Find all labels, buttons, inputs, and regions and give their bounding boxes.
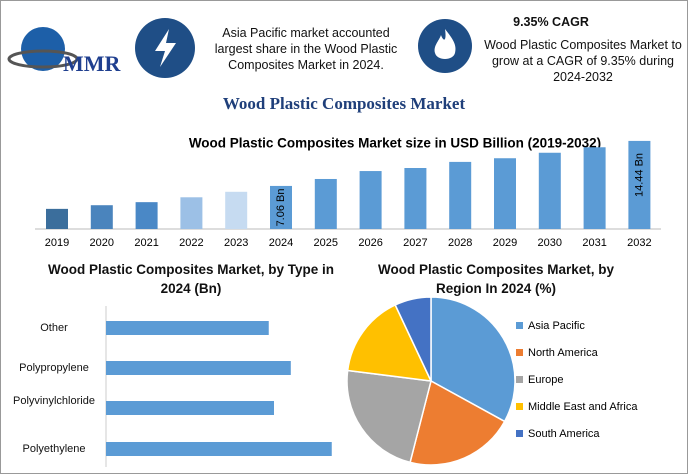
cagr-text: 9.35% CAGR	[513, 15, 589, 29]
bar	[106, 401, 274, 415]
y-tick-label: Other	[40, 322, 68, 334]
bar	[538, 152, 561, 229]
logo-text: MMR	[63, 51, 122, 76]
x-tick-label: 2032	[627, 237, 651, 249]
x-tick-label: 2021	[134, 237, 158, 249]
info-text: Asia Pacific market accounted largest sh…	[214, 26, 398, 72]
bar	[106, 361, 291, 375]
bar	[314, 178, 337, 229]
legend-label: North America	[528, 347, 599, 359]
bar	[106, 321, 269, 335]
x-tick-label: 2027	[403, 237, 427, 249]
pie-slice	[430, 296, 516, 423]
info-text: Wood Plastic Composites Market to grow a…	[484, 38, 682, 84]
bar	[628, 140, 651, 229]
pie-slice	[394, 296, 432, 382]
x-tick-label: 2029	[493, 237, 517, 249]
bar	[404, 168, 427, 229]
x-tick-label: 2031	[582, 237, 606, 249]
x-tick-label: 2028	[448, 237, 472, 249]
legend-label: Middle East and Africa	[528, 401, 638, 413]
pie-slice	[346, 369, 432, 464]
legend-swatch	[516, 349, 523, 356]
bar	[449, 161, 472, 229]
chart-title: Wood Plastic Composites Market size in U…	[189, 136, 601, 151]
x-tick-label: 2023	[224, 237, 248, 249]
pie-slice	[346, 303, 433, 382]
bar	[225, 191, 248, 229]
bar	[583, 147, 606, 229]
x-tick-label: 2030	[538, 237, 562, 249]
bar	[270, 185, 292, 229]
legend-label: Europe	[528, 374, 563, 386]
value-label: 14.44 Bn	[633, 153, 645, 197]
x-tick-label: 2020	[90, 237, 114, 249]
legend-swatch	[516, 430, 523, 437]
bar	[46, 208, 68, 229]
bar	[106, 442, 332, 456]
x-tick-label: 2024	[269, 237, 293, 249]
flame-icon	[434, 29, 456, 59]
pie-slice	[409, 379, 506, 466]
lightning-icon	[155, 29, 176, 67]
y-tick-label: Polyvinylchloride	[13, 395, 95, 407]
legend-swatch	[516, 403, 523, 410]
legend-label: South America	[528, 428, 600, 440]
legend-label: Asia Pacific	[528, 320, 585, 332]
bar	[135, 202, 158, 229]
legend-swatch	[516, 376, 523, 383]
logo-ring	[7, 49, 79, 69]
x-tick-label: 2019	[45, 237, 69, 249]
main-title: Wood Plastic Composites Market	[223, 94, 466, 113]
chart-title: Wood Plastic Composites Market, by Type …	[47, 262, 335, 296]
x-tick-label: 2022	[179, 237, 203, 249]
legend-swatch	[516, 322, 523, 329]
bar	[494, 158, 516, 229]
bar	[359, 171, 382, 229]
y-tick-label: Polypropylene	[19, 362, 89, 374]
value-label: 7.06 Bn	[275, 189, 287, 227]
logo-globe	[21, 27, 65, 71]
x-tick-label: 2025	[314, 237, 338, 249]
bar	[90, 205, 113, 229]
y-tick-label: Polyethylene	[22, 443, 86, 455]
bar	[180, 197, 203, 229]
chart-title: Wood Plastic Composites Market, by Regio…	[377, 262, 615, 296]
x-tick-label: 2026	[358, 237, 382, 249]
